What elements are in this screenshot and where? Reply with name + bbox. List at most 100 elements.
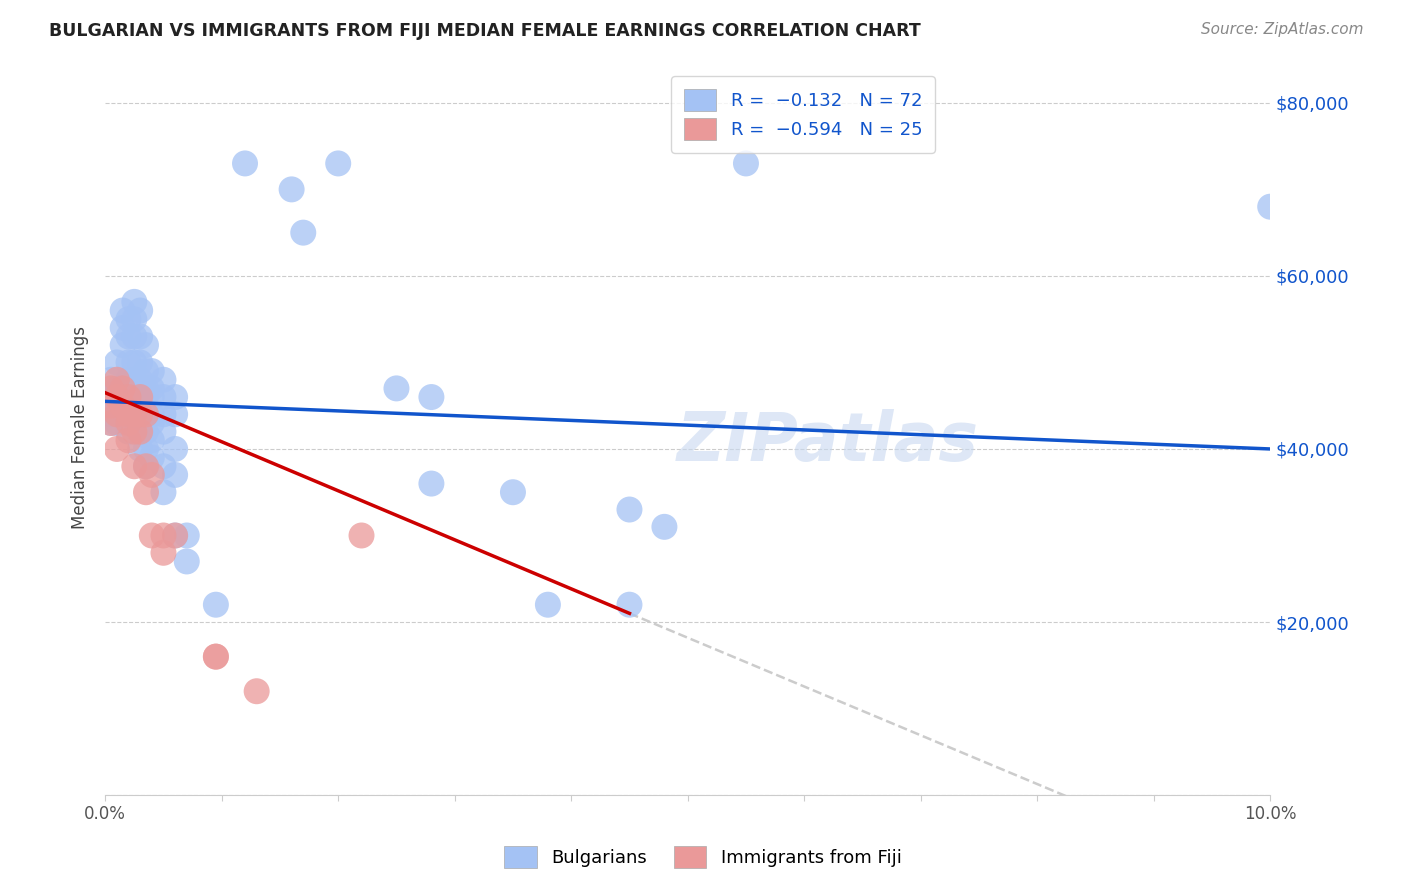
Point: [135, 442, 157, 456]
Point: [141, 390, 163, 404]
Point: [141, 408, 163, 422]
Point: [141, 467, 163, 482]
Point: [292, 226, 315, 240]
Point: [111, 338, 134, 352]
Point: [129, 408, 152, 422]
Point: [1258, 200, 1281, 214]
Point: [165, 408, 187, 422]
Point: [141, 450, 163, 465]
Point: [141, 528, 163, 542]
Point: [537, 598, 560, 612]
Point: [233, 156, 256, 170]
Point: [135, 364, 157, 378]
Point: [141, 381, 163, 395]
Point: [619, 598, 641, 612]
Point: [117, 390, 139, 404]
Point: [124, 459, 146, 474]
Point: [165, 467, 187, 482]
Point: [246, 684, 269, 698]
Point: [124, 294, 146, 309]
Point: [105, 399, 128, 413]
Point: [105, 390, 128, 404]
Point: [100, 416, 122, 430]
Point: [111, 381, 134, 395]
Point: [117, 312, 139, 326]
Point: [117, 416, 139, 430]
Point: [129, 390, 152, 404]
Point: [619, 502, 641, 516]
Point: [124, 416, 146, 430]
Point: [117, 355, 139, 369]
Point: [135, 408, 157, 422]
Point: [135, 425, 157, 439]
Point: [152, 459, 174, 474]
Point: [135, 390, 157, 404]
Point: [124, 408, 146, 422]
Point: [100, 381, 122, 395]
Point: [100, 399, 122, 413]
Point: [176, 528, 198, 542]
Point: [152, 408, 174, 422]
Point: [117, 408, 139, 422]
Point: [100, 390, 122, 404]
Point: [100, 416, 122, 430]
Point: [111, 321, 134, 335]
Point: [129, 303, 152, 318]
Point: [124, 381, 146, 395]
Point: [124, 329, 146, 343]
Point: [117, 434, 139, 448]
Point: [385, 381, 408, 395]
Point: [152, 485, 174, 500]
Point: [141, 434, 163, 448]
Point: [129, 329, 152, 343]
Point: [205, 649, 228, 664]
Legend: Bulgarians, Immigrants from Fiji: Bulgarians, Immigrants from Fiji: [494, 835, 912, 879]
Point: [129, 442, 152, 456]
Point: [152, 546, 174, 560]
Point: [124, 373, 146, 387]
Point: [105, 373, 128, 387]
Legend: R =  −0.132   N = 72, R =  −0.594   N = 25: R = −0.132 N = 72, R = −0.594 N = 25: [671, 76, 935, 153]
Point: [152, 425, 174, 439]
Y-axis label: Median Female Earnings: Median Female Earnings: [72, 326, 89, 529]
Point: [141, 416, 163, 430]
Point: [735, 156, 758, 170]
Point: [117, 329, 139, 343]
Point: [129, 425, 152, 439]
Point: [420, 390, 443, 404]
Point: [420, 476, 443, 491]
Point: [105, 381, 128, 395]
Point: [124, 399, 146, 413]
Point: [124, 425, 146, 439]
Point: [117, 408, 139, 422]
Point: [117, 425, 139, 439]
Point: [502, 485, 524, 500]
Point: [105, 408, 128, 422]
Point: [165, 528, 187, 542]
Point: [165, 442, 187, 456]
Point: [100, 373, 122, 387]
Point: [135, 459, 157, 474]
Point: [328, 156, 350, 170]
Point: [176, 554, 198, 568]
Point: [135, 408, 157, 422]
Point: [205, 598, 228, 612]
Point: [280, 182, 302, 196]
Point: [135, 459, 157, 474]
Point: [165, 528, 187, 542]
Point: [135, 381, 157, 395]
Point: [129, 425, 152, 439]
Point: [100, 408, 122, 422]
Point: [129, 355, 152, 369]
Point: [124, 312, 146, 326]
Point: [350, 528, 373, 542]
Point: [135, 338, 157, 352]
Point: [105, 355, 128, 369]
Point: [111, 303, 134, 318]
Point: [124, 355, 146, 369]
Point: [152, 390, 174, 404]
Point: [129, 408, 152, 422]
Point: [105, 416, 128, 430]
Point: [135, 485, 157, 500]
Point: [141, 364, 163, 378]
